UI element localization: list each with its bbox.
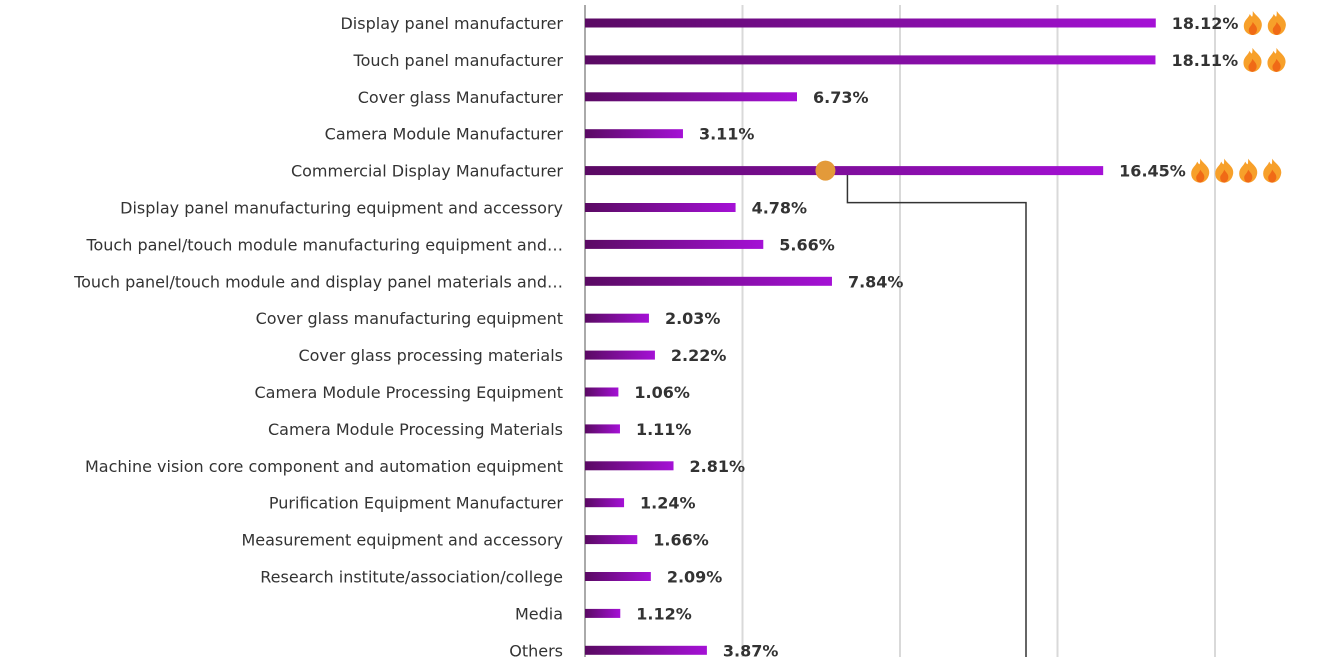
category-label: Camera Module Manufacturer [325, 125, 564, 144]
flame-inner [1272, 22, 1281, 35]
bar [585, 535, 638, 545]
category-label: Display panel manufacturer [340, 14, 563, 33]
category-label: Touch panel/touch module and display pan… [73, 272, 563, 291]
flame-inner [1248, 22, 1257, 35]
bar [585, 461, 674, 471]
labels: Display panel manufacturer 18.12% Touch pa… [73, 14, 1238, 657]
value-label: 1.66% [653, 531, 709, 550]
bar [585, 18, 1156, 28]
value-label: 5.66% [779, 235, 835, 254]
category-label: Measurement equipment and accessory [241, 531, 563, 550]
flame-inner [1272, 58, 1281, 72]
bars [585, 18, 1156, 655]
value-label: 1.12% [636, 604, 692, 623]
category-label: Others [509, 641, 563, 657]
value-label: 4.78% [752, 199, 808, 218]
value-label: 2.09% [667, 568, 723, 587]
bar [585, 276, 832, 286]
bar [585, 92, 797, 102]
highlight-markers [815, 160, 836, 181]
connector-line [846, 170, 1027, 657]
category-label: Display panel manufacturing equipment an… [120, 199, 563, 218]
flame-inner [1244, 169, 1253, 183]
bar [585, 129, 683, 139]
category-label: Cover glass processing materials [298, 346, 563, 365]
category-label: Cover glass manufacturing equipment [256, 309, 563, 328]
bar [585, 424, 620, 434]
highlight-marker [815, 160, 836, 181]
value-label: 6.73% [813, 88, 869, 107]
category-label: Machine vision core component and automa… [85, 457, 563, 476]
bar [585, 572, 651, 581]
bar [585, 608, 621, 618]
flame-icons [1191, 11, 1286, 183]
flame-icon [1263, 158, 1282, 183]
connector-line [846, 170, 1027, 657]
category-label: Touch panel/touch module manufacturing e… [85, 235, 563, 254]
bar [585, 203, 736, 212]
flame-icon [1215, 158, 1234, 183]
value-label: 16.45% [1119, 162, 1186, 181]
category-label: Camera Module Processing Equipment [254, 383, 563, 402]
bar [585, 55, 1156, 65]
flame-icon [1243, 47, 1262, 72]
flame-inner [1220, 169, 1229, 183]
gridlines [584, 5, 1216, 657]
category-label: Commercial Display Manufacturer [291, 162, 563, 181]
value-label: 18.12% [1172, 14, 1239, 33]
value-label: 1.24% [640, 494, 696, 513]
value-label: 18.11% [1171, 51, 1238, 70]
value-label: 2.03% [665, 309, 721, 328]
category-label: Media [515, 604, 563, 623]
value-label: 1.11% [636, 420, 692, 439]
flame-inner [1268, 169, 1277, 183]
category-label: Cover glass Manufacturer [358, 88, 564, 107]
category-label: Research institute/association/college [260, 568, 563, 587]
flame-icon [1239, 158, 1258, 183]
value-label: 3.11% [699, 125, 755, 144]
flame-icon [1267, 11, 1286, 35]
flame-icon [1243, 11, 1262, 35]
category-label: Purification Equipment Manufacturer [269, 494, 563, 513]
bar [585, 498, 625, 508]
category-label: Camera Module Processing Materials [268, 420, 563, 439]
bar [585, 350, 655, 360]
bar [585, 387, 619, 397]
value-label: 1.06% [634, 383, 690, 402]
category-label: Touch panel manufacturer [353, 51, 564, 70]
value-label: 3.87% [723, 641, 779, 657]
bar [585, 313, 649, 323]
value-label: 7.84% [848, 272, 904, 291]
flame-icon [1267, 47, 1286, 72]
flame-icon [1191, 158, 1210, 183]
value-label: 2.22% [671, 346, 727, 365]
flame-inner [1248, 58, 1257, 72]
value-label: 2.81% [690, 457, 746, 476]
bar [585, 239, 764, 249]
flame-inner [1196, 169, 1205, 183]
bar [585, 166, 1104, 176]
bar [585, 645, 707, 655]
